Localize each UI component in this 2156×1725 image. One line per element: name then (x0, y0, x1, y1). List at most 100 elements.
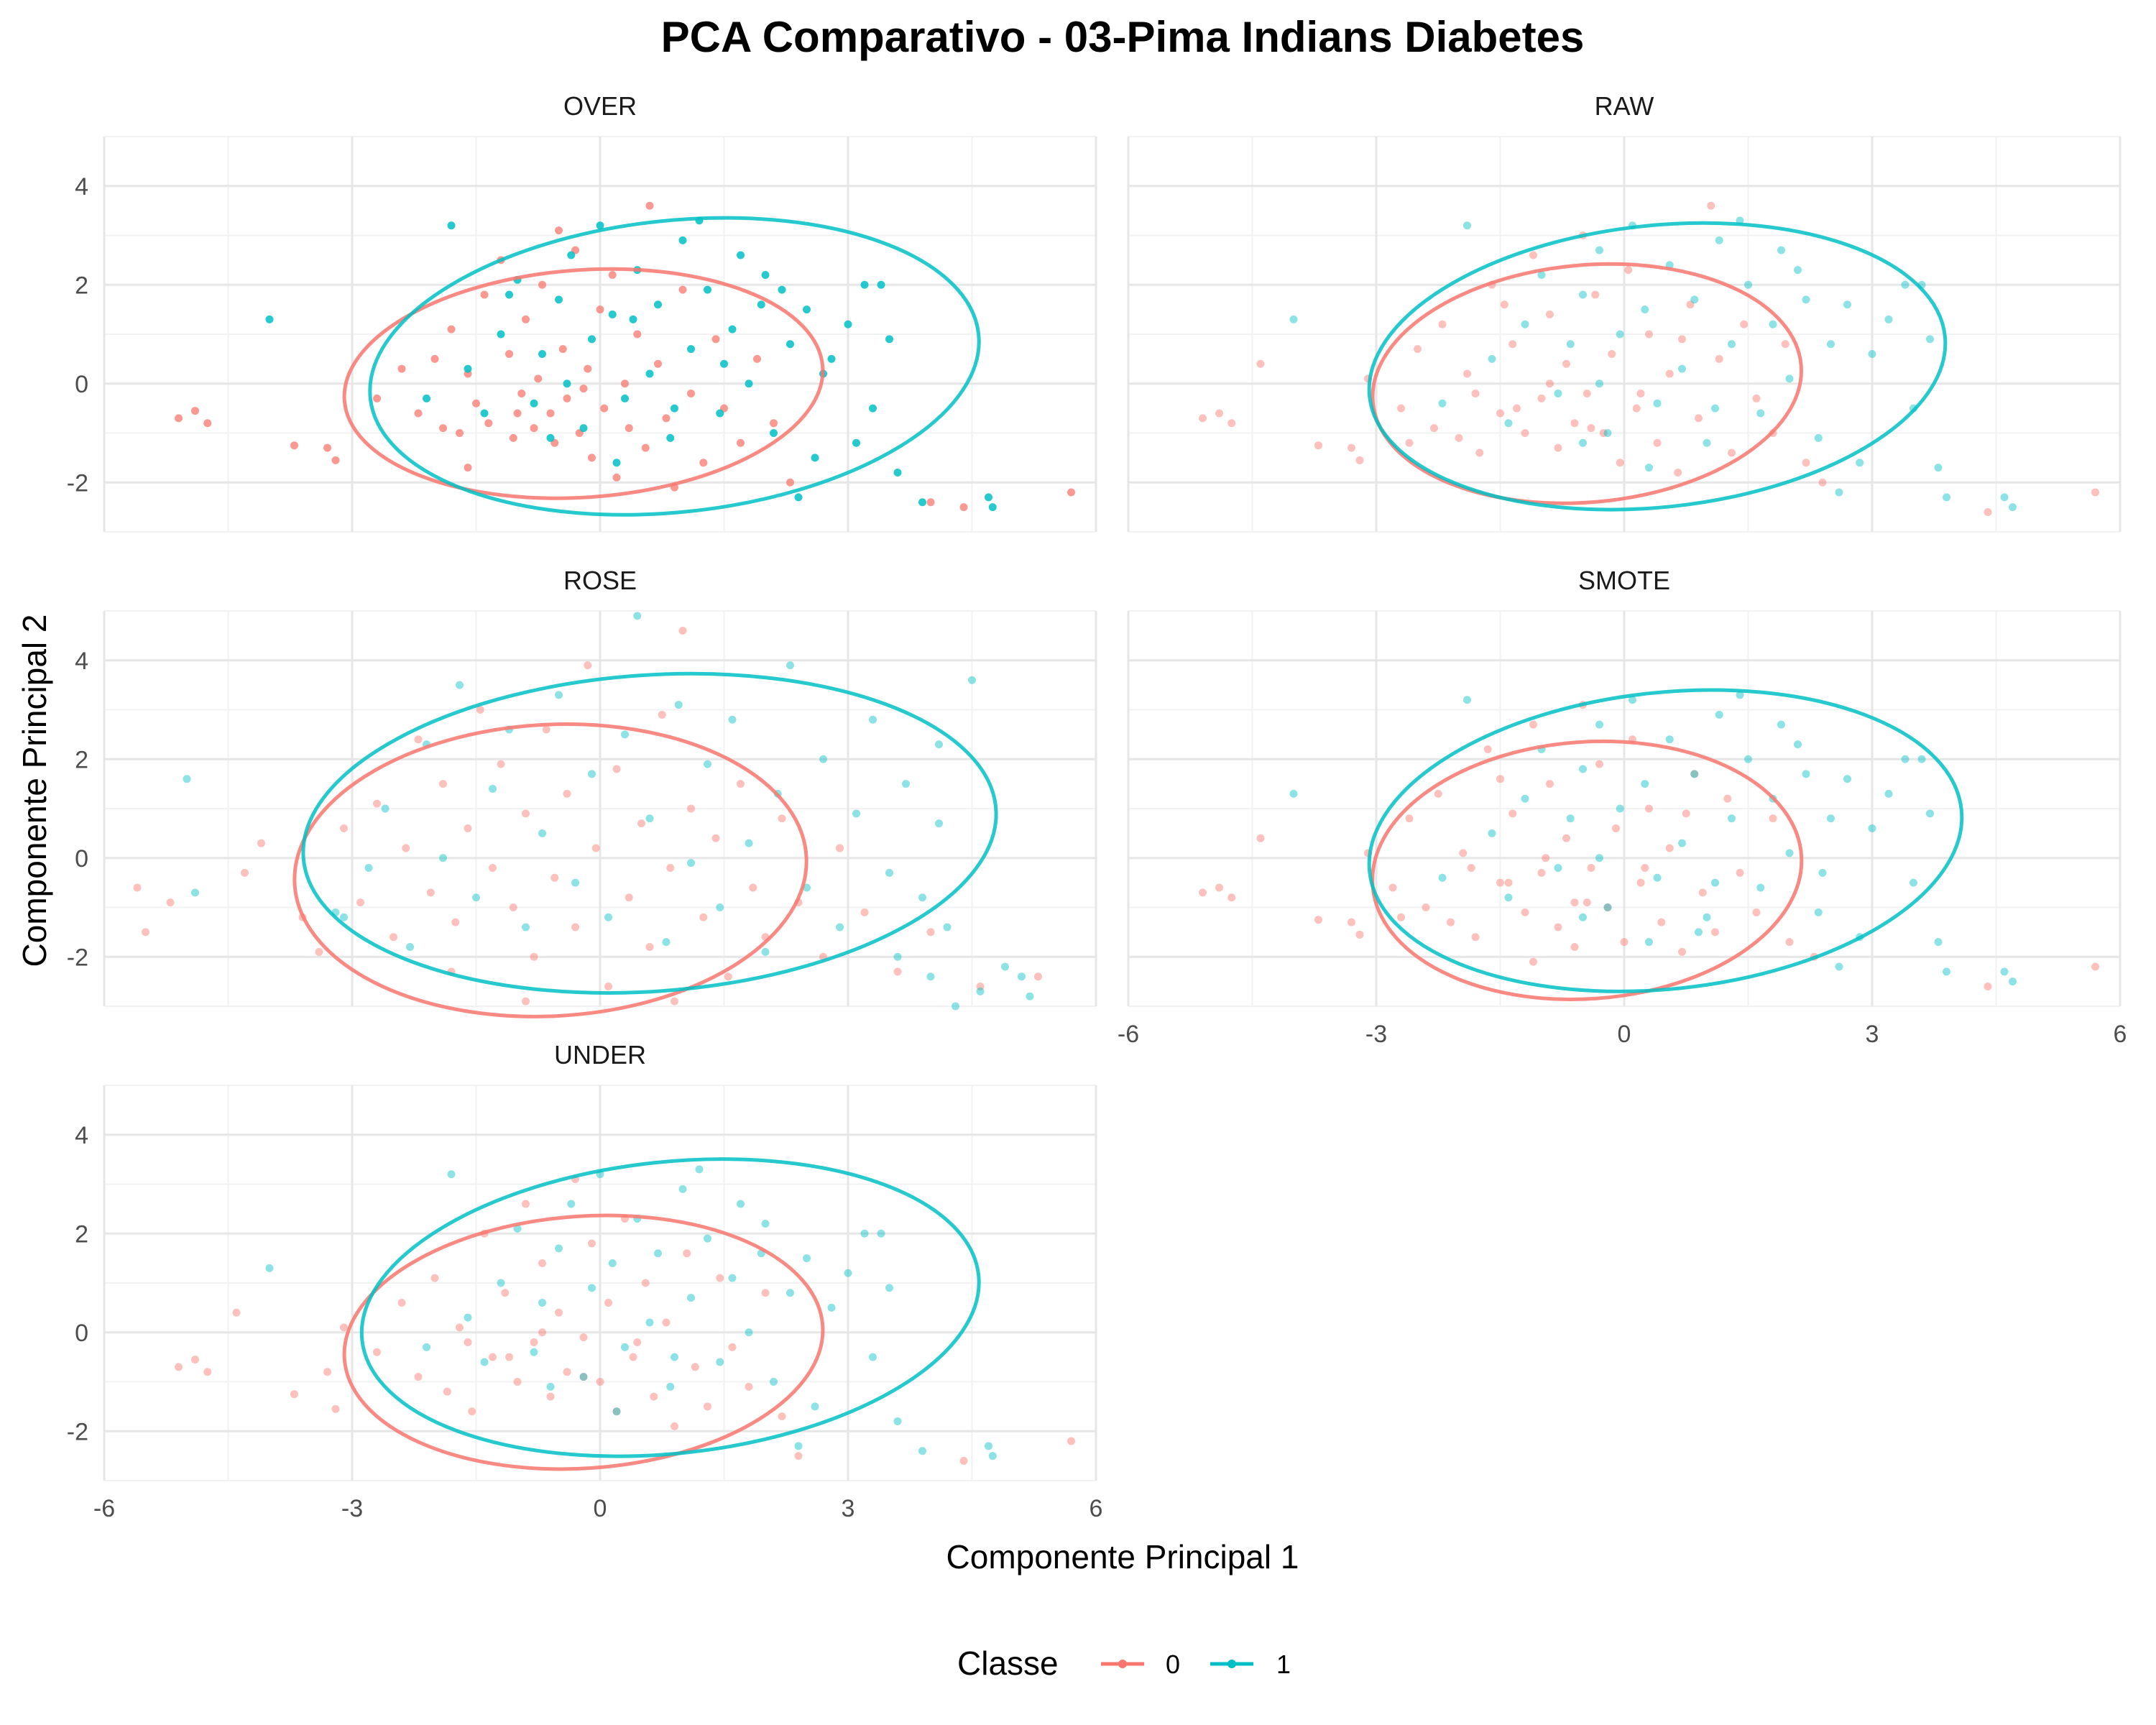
point-class-1 (497, 1279, 505, 1287)
point-class-1 (1504, 419, 1513, 428)
x-tick-label: 3 (842, 1495, 855, 1522)
point-class-0 (778, 814, 786, 823)
point-class-1 (1463, 696, 1471, 704)
point-class-0 (1620, 938, 1628, 947)
point-class-1 (546, 1382, 555, 1391)
point-class-1 (1463, 221, 1471, 230)
point-class-1 (877, 1229, 885, 1238)
confidence-ellipse-class-0 (292, 722, 808, 1018)
panel-over: OVER -2 0 2 4 (67, 91, 1097, 533)
point-class-1 (885, 1284, 893, 1292)
point-class-1 (1641, 780, 1649, 788)
point-class-0 (414, 1373, 423, 1381)
point-class-0 (443, 1387, 451, 1396)
point-class-1 (1777, 720, 1785, 729)
point-class-0 (1636, 390, 1645, 397)
point-class-0 (555, 226, 563, 235)
y-tick-label: -2 (67, 944, 88, 971)
point-class-1 (827, 1303, 836, 1312)
point-class-1 (555, 295, 563, 304)
point-class-0 (501, 1289, 510, 1297)
point-class-1 (869, 1353, 877, 1361)
point-class-0 (728, 1343, 737, 1351)
point-class-1 (918, 1447, 926, 1455)
point-class-0 (522, 809, 530, 818)
point-class-0 (191, 1356, 199, 1364)
point-class-0 (1355, 930, 1364, 939)
point-class-1 (687, 1294, 695, 1302)
panel-rose: ROSE -2 0 2 4 (67, 566, 1097, 1018)
point-class-0 (563, 1368, 571, 1376)
legend-label-0: 0 (1166, 1650, 1180, 1679)
point-class-0 (1587, 424, 1595, 433)
point-class-1 (513, 1224, 522, 1233)
point-class-0 (770, 419, 778, 428)
y-tick-label: 2 (75, 272, 88, 299)
point-class-1 (439, 854, 447, 862)
point-class-0 (711, 335, 720, 344)
point-class-1 (1926, 809, 1934, 818)
point-class-1 (1616, 804, 1624, 813)
point-class-1 (645, 1318, 654, 1327)
point-class-1 (757, 300, 765, 309)
point-class-0 (1199, 888, 1207, 897)
point-class-0 (959, 503, 968, 512)
point-class-1 (1690, 295, 1699, 304)
point-class-0 (323, 443, 331, 452)
point-class-0 (612, 765, 621, 773)
point-class-1 (1554, 390, 1562, 397)
point-class-0 (550, 873, 559, 882)
point-class-1 (1711, 404, 1719, 413)
point-class-1 (654, 300, 662, 309)
point-class-0 (678, 627, 687, 635)
point-class-0 (633, 330, 642, 339)
point-class-0 (645, 201, 654, 210)
panel-smote: SMOTE -6 -3 0 3 6 (1118, 566, 2127, 1048)
point-class-1 (1884, 315, 1893, 323)
point-class-0 (604, 1299, 612, 1307)
confidence-ellipse-class-0 (1370, 262, 1803, 505)
point-class-0 (625, 424, 633, 433)
point-class-0 (1636, 878, 1645, 887)
point-class-0 (745, 1382, 753, 1391)
point-class-1 (588, 770, 596, 778)
point-class-1 (406, 943, 414, 951)
point-class-0 (414, 409, 423, 418)
point-class-0 (600, 404, 609, 413)
point-class-1 (704, 285, 711, 294)
point-class-0 (1314, 441, 1322, 450)
point-class-1 (340, 913, 348, 921)
point-class-0 (976, 983, 985, 990)
point-class-1 (447, 221, 456, 230)
point-class-0 (1657, 918, 1666, 926)
point-class-0 (1616, 459, 1624, 467)
point-class-1 (674, 701, 683, 709)
point-class-0 (402, 844, 410, 852)
point-class-1 (1703, 438, 1711, 447)
point-class-1 (1641, 305, 1649, 314)
point-class-0 (1624, 266, 1633, 275)
point-class-1 (1926, 335, 1934, 344)
point-class-0 (836, 844, 844, 852)
point-class-0 (641, 1279, 650, 1287)
point-class-0 (1612, 824, 1620, 832)
point-class-1 (1917, 755, 1926, 763)
point-class-0 (509, 903, 517, 911)
point-class-1 (728, 1274, 737, 1282)
point-class-1 (1695, 928, 1703, 937)
point-class-0 (340, 1323, 348, 1332)
panel-raw: RAW (1127, 91, 2122, 533)
point-class-0 (1752, 908, 1761, 916)
point-class-0 (439, 780, 447, 788)
y-tick-label: 0 (75, 845, 88, 873)
point-class-0 (522, 315, 530, 323)
point-class-1 (1756, 883, 1765, 892)
point-class-0 (687, 804, 695, 813)
point-class-1 (1001, 962, 1009, 971)
point-class-0 (1695, 414, 1703, 423)
point-class-0 (761, 1289, 770, 1297)
point-class-1 (522, 923, 530, 932)
point-class-1 (770, 429, 778, 437)
point-class-1 (1884, 789, 1893, 798)
point-class-0 (683, 1249, 691, 1258)
